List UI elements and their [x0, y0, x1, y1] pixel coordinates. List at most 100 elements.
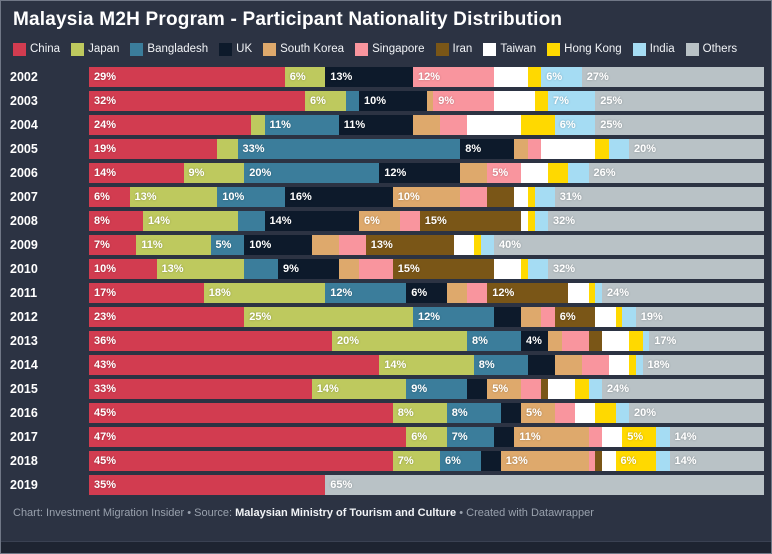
segment-south-korea — [413, 115, 440, 135]
bar-row-2010: 2010 10% 13% 9% 15% 32% — [1, 259, 771, 279]
legend-swatch — [685, 42, 699, 56]
stacked-bar: 19% 33% 8% 20% — [89, 139, 764, 159]
segment-iran: 6% — [554, 307, 596, 327]
segment-others: 27% — [581, 67, 764, 87]
year-label: 2018 — [10, 454, 38, 468]
legend-swatch — [547, 42, 561, 56]
legend-label: Iran — [452, 43, 473, 55]
stacked-bar-chart: 2002 29% 6% 13% 12% 6% 27% 2003 32% 6% 10% 9% 7% 25% 2… — [1, 67, 771, 495]
segment-hong-kong — [521, 259, 528, 279]
segment-hong-kong — [473, 235, 481, 255]
stacked-bar: 29% 6% 13% 12% 6% 27% — [89, 67, 764, 87]
segment-iran — [595, 451, 602, 471]
segment-china: 47% — [89, 427, 407, 447]
year-label: 2012 — [10, 310, 38, 324]
segment-taiwan — [467, 115, 521, 135]
segment-others: 19% — [635, 307, 764, 327]
year-label: 2006 — [10, 166, 38, 180]
segment-singapore — [467, 283, 488, 303]
segment-others: 20% — [629, 139, 764, 159]
legend-item-india: India — [632, 42, 675, 56]
segment-south-korea — [311, 235, 339, 255]
segment-singapore — [359, 259, 393, 279]
segment-singapore — [521, 379, 542, 399]
bar-row-2018: 2018 45% 7% 6% 13% 6% 14% — [1, 451, 771, 471]
segment-japan: 14% — [379, 355, 474, 375]
segment-china: 23% — [89, 307, 245, 327]
legend-item-others: Others — [685, 42, 737, 56]
chart-credit-link[interactable]: Investment Migration Insider — [46, 507, 185, 519]
segment-hong-kong — [575, 379, 589, 399]
segment-others: 18% — [642, 355, 764, 375]
segment-india — [527, 259, 548, 279]
segment-others: 14% — [669, 451, 764, 471]
segment-hong-kong — [615, 307, 623, 327]
stacked-bar: 14% 9% 20% 12% 5% 26% — [89, 163, 764, 183]
segment-south-korea: 11% — [514, 427, 589, 447]
segment-taiwan — [602, 427, 623, 447]
segment-south-korea — [514, 139, 528, 159]
segment-south-korea — [554, 355, 582, 375]
segment-singapore: 9% — [433, 91, 494, 111]
segment-uk: 13% — [325, 67, 413, 87]
segment-others: 40% — [494, 235, 764, 255]
segment-india — [568, 163, 589, 183]
year-label: 2019 — [10, 478, 38, 492]
segment-china: 14% — [89, 163, 184, 183]
segment-hong-kong — [629, 355, 636, 375]
segment-uk: 12% — [379, 163, 461, 183]
segment-hong-kong: 6% — [615, 451, 656, 471]
stacked-bar: 33% 14% 9% 5% 24% — [89, 379, 764, 399]
segment-japan: 20% — [332, 331, 467, 351]
stacked-bar: 45% 7% 6% 13% 6% 14% — [89, 451, 764, 471]
datawrapper-credit-link[interactable]: Created with Datawrapper — [466, 507, 594, 519]
stacked-bar: 24% 11% 11% 6% 25% — [89, 115, 764, 135]
stacked-bar: 6% 13% 10% 16% 10% 31% — [89, 187, 764, 207]
segment-taiwan — [595, 307, 616, 327]
segment-japan: 18% — [203, 283, 326, 303]
year-label: 2014 — [10, 358, 38, 372]
bar-row-2003: 2003 32% 6% 10% 9% 7% 25% — [1, 91, 771, 111]
segment-china: 45% — [89, 403, 393, 423]
bar-row-2005: 2005 19% 33% 8% 20% — [1, 139, 771, 159]
bar-row-2008: 2008 8% 14% 14% 6% 15% 32% — [1, 211, 771, 231]
year-label: 2004 — [10, 118, 38, 132]
legend-swatch — [13, 42, 26, 56]
segment-uk — [467, 379, 488, 399]
segment-south-korea — [548, 331, 562, 351]
segment-bangladesh — [237, 211, 265, 231]
segment-china: 45% — [89, 451, 393, 471]
segment-iran — [541, 379, 548, 399]
segment-china: 17% — [89, 283, 204, 303]
segment-china: 19% — [89, 139, 218, 159]
year-label: 2017 — [10, 430, 38, 444]
segment-china: 24% — [89, 115, 251, 135]
bar-row-2019: 2019 35% 65% — [1, 475, 771, 495]
legend-label: Hong Kong — [564, 43, 622, 55]
segment-south-korea — [426, 91, 434, 111]
source-prefix: Source: — [194, 507, 236, 519]
segment-japan: 14% — [143, 211, 238, 231]
bar-row-2002: 2002 29% 6% 13% 12% 6% 27% — [1, 67, 771, 87]
segment-iran — [588, 331, 602, 351]
segment-bangladesh — [244, 259, 278, 279]
stacked-bar: 35% 65% — [89, 475, 764, 495]
segment-singapore — [527, 139, 542, 159]
segment-bangladesh: 33% — [237, 139, 461, 159]
segment-bangladesh: 5% — [210, 235, 245, 255]
legend-swatch — [219, 42, 233, 56]
segment-others: 25% — [595, 115, 764, 135]
segment-japan: 7% — [392, 451, 440, 471]
year-label: 2013 — [10, 334, 38, 348]
segment-india — [615, 403, 629, 423]
segment-others: 14% — [669, 427, 764, 447]
segment-hong-kong: 5% — [622, 427, 656, 447]
segment-singapore — [581, 355, 609, 375]
segment-india: 7% — [548, 91, 596, 111]
segment-hong-kong — [588, 283, 596, 303]
segment-uk: 4% — [521, 331, 548, 351]
legend-swatch — [263, 42, 277, 56]
segment-taiwan — [608, 355, 629, 375]
segment-singapore — [338, 235, 366, 255]
segment-south-korea: 5% — [487, 379, 521, 399]
